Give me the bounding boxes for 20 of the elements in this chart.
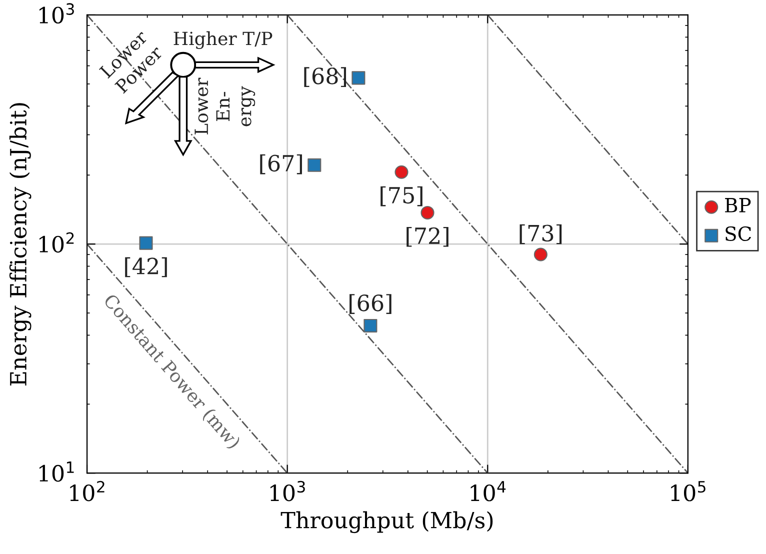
annotation: Higher T/P	[174, 31, 272, 50]
y-axis-title: Energy Efficiency (nJ/bit)	[9, 103, 32, 386]
annotation: Lower En- ergy	[194, 78, 256, 134]
x-tick-label: 10$^{5}$	[671, 481, 706, 502]
x-tick-label: 10$^{3}$	[270, 480, 305, 502]
legend-label: SC	[726, 226, 752, 242]
x-tick-label: 10$^{2}$	[70, 480, 104, 502]
annotation: [66]	[350, 294, 392, 314]
x-axis-title: Throughput (Mb/s)	[280, 511, 493, 534]
annotation: [42]	[125, 257, 167, 278]
y-tick-label: 10$^{3}$	[40, 3, 74, 24]
annotation: [73]	[520, 224, 562, 244]
annotation: [75]	[380, 186, 422, 206]
y-tick-label: 10$^{1}$	[40, 462, 74, 482]
annotation: [67]	[260, 154, 302, 174]
y-tick-label: 10$^{2}$	[40, 232, 74, 253]
x-tick-label: 10$^{4}$	[470, 481, 506, 502]
legend-label: BP	[725, 198, 751, 212]
annotation: [72]	[406, 226, 448, 247]
annotation: [68]	[304, 67, 346, 87]
